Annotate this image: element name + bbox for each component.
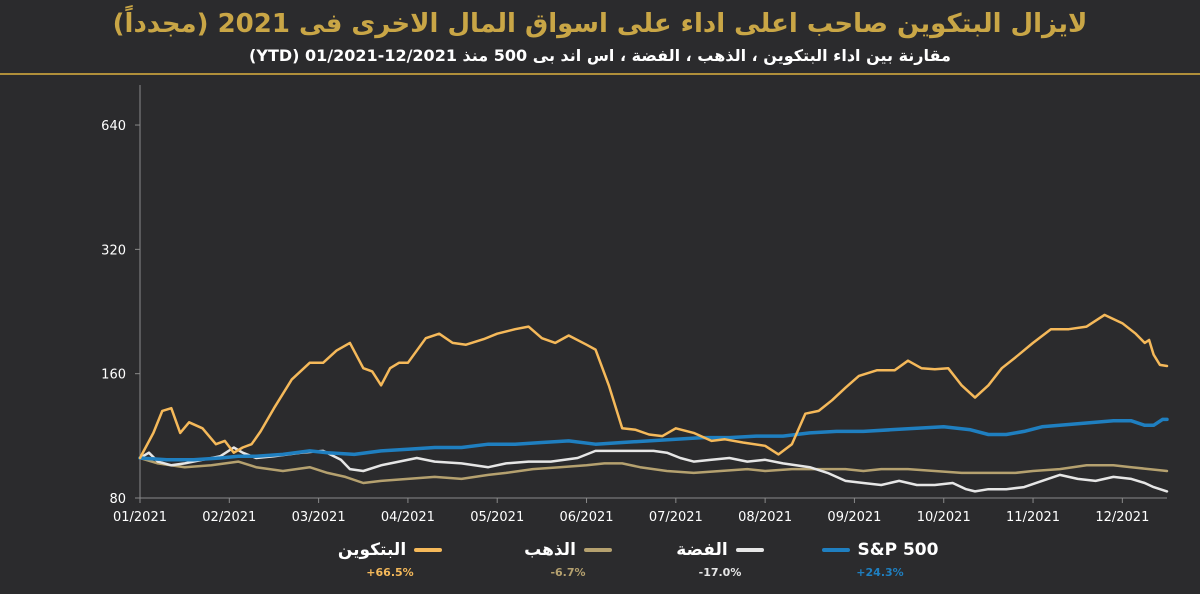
y-tick-label: 160 [101, 368, 126, 383]
series-line-bitcoin [138, 313, 1169, 460]
x-tick-label: 09/2021 [827, 510, 881, 525]
x-tick-label: 05/2021 [470, 510, 524, 525]
legend-item-silver: الفضة -17.0% [620, 540, 820, 579]
x-tick-label: 01/2021 [113, 510, 167, 525]
chart-series [138, 313, 1169, 493]
x-tick-label: 03/2021 [292, 510, 346, 525]
legend-item-bitcoin: البتكوين +66.5% [290, 540, 490, 579]
x-tick-label: 04/2021 [381, 510, 435, 525]
x-tick-label: 12/2021 [1095, 510, 1149, 525]
x-tick-label: 02/2021 [202, 510, 256, 525]
series-line-sp500 [138, 417, 1169, 462]
y-tick-label: 640 [101, 119, 126, 134]
legend-item-sp500: S&P 500 +24.3% [780, 540, 980, 579]
legend-swatch-sp500 [821, 548, 850, 552]
legend-change-bitcoin: +66.5% [366, 566, 414, 579]
series-line-gold [138, 456, 1169, 485]
x-tick-label: 10/2021 [917, 510, 971, 525]
legend-label-gold: الذهب [524, 540, 576, 560]
legend-label-sp500: S&P 500 [857, 540, 939, 560]
y-tick-label: 80 [109, 492, 126, 507]
legend-change-gold: -6.7% [550, 566, 586, 579]
title-divider [0, 73, 1200, 75]
legend-change-sp500: +24.3% [856, 566, 904, 579]
legend-label-silver: الفضة [676, 540, 728, 560]
x-tick-label: 08/2021 [738, 510, 792, 525]
legend-item-gold: الذهب -6.7% [468, 540, 668, 579]
y-tick-label: 320 [101, 243, 126, 258]
legend-label-bitcoin: البتكوين [337, 540, 407, 560]
x-tick-label: 11/2021 [1006, 510, 1060, 525]
x-tick-label: 06/2021 [560, 510, 614, 525]
legend-swatch-gold [583, 548, 612, 552]
legend-swatch-silver [735, 548, 764, 552]
chart-title: لايزال البتكوين صاحب اعلى اداء على اسواق… [112, 9, 1088, 39]
x-tick-label: 07/2021 [649, 510, 703, 525]
legend-change-silver: -17.0% [698, 566, 742, 579]
chart-axes: 80 160 320 640 01/2021 02/2021 03/2021 04/2021 0… [101, 85, 1167, 525]
chart-subtitle: مقارنة بين اداء البتكوين ، الذهب ، الفضة… [249, 46, 951, 65]
legend-swatch-bitcoin [414, 548, 443, 552]
